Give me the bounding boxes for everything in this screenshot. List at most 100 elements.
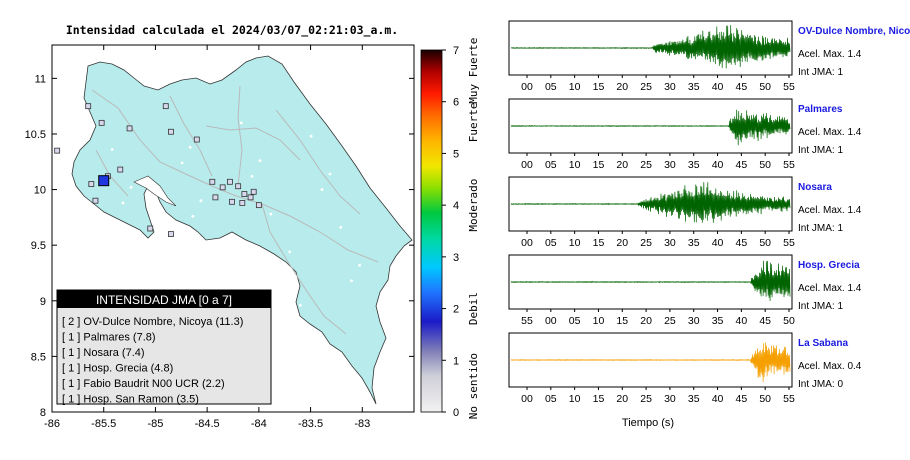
station-marker: [229, 198, 235, 205]
station-marker: [250, 188, 257, 195]
seismogram-tick-label: 50: [783, 315, 795, 327]
seismogram-trace: [510, 260, 791, 302]
seismogram-tick-label: 50: [759, 393, 771, 405]
x-tick-label: -85: [147, 418, 163, 430]
legend-header-bar: [57, 290, 271, 308]
town-dot: [129, 185, 133, 189]
station-name: Nosara: [798, 182, 832, 193]
seismogram-tick-label: 00: [521, 393, 533, 405]
town-dot: [110, 148, 114, 151]
station-accel: Acel. Max. 1.4: [798, 283, 862, 294]
seismogram-tick-label: 55: [783, 237, 795, 249]
station-marker: [247, 194, 254, 201]
station-marker: [241, 191, 248, 197]
seismogram-tick-label: 35: [688, 159, 700, 171]
town-dot: [320, 188, 324, 191]
station-intensity: Int JMA: 0: [798, 379, 843, 390]
station-intensity: Int JMA: 1: [798, 67, 843, 78]
station-name: La Sabana: [798, 338, 848, 349]
seismogram-tick-label: 30: [664, 159, 676, 171]
legend-row: [ 1 ] Hosp. Grecia (4.8): [62, 363, 173, 375]
seismogram-tick-label: 30: [664, 237, 676, 249]
seismogram-tick-label: 10: [569, 159, 581, 171]
seismogram-tick-label: 20: [616, 159, 628, 171]
x-tick-label: -83: [354, 418, 370, 430]
town-dot: [159, 277, 163, 280]
town-dot: [180, 161, 184, 165]
seismogram-tick-label: 20: [616, 237, 628, 249]
station-marker: [255, 202, 262, 209]
seismogram-tick-label: 20: [616, 393, 628, 405]
seismogram-tick-label: 30: [664, 393, 676, 405]
seismogram-tick-label: 55: [783, 393, 795, 405]
station-marker: [168, 128, 174, 135]
map-x-ticks: -86 -85.5 -85 -84.5 -84 -83.5 -83: [44, 45, 370, 430]
town-dot: [309, 134, 313, 138]
town-dot: [250, 174, 254, 178]
station-marker: [168, 231, 174, 237]
station-marker: [147, 225, 154, 232]
town-dot: [199, 199, 203, 203]
road: [237, 85, 243, 187]
colorbar-label: No sentido: [467, 353, 480, 419]
seismogram-tick-label: 05: [545, 81, 557, 93]
seismogram-tick-label: 50: [759, 237, 771, 249]
station-marker: [226, 178, 233, 185]
colorbar-tick-label: 7: [453, 45, 459, 57]
seismogram-panel: 55 00 05 10 15 20 25 30 35 40 45 50 Hosp. Grecia Acel…: [508, 254, 862, 327]
station-marker: [219, 184, 226, 191]
seismogram-tick-label: 25: [640, 237, 652, 249]
station-marker: [235, 183, 242, 190]
station-marker: [162, 103, 169, 110]
station-marker: [88, 181, 95, 187]
seismogram-tick-label: 35: [688, 81, 700, 93]
seismogram-tick-label: 45: [736, 81, 748, 93]
seismogram-tick-label: 20: [616, 81, 628, 93]
seismogram-tick-label: 55: [783, 159, 795, 171]
x-tick-label: -86: [44, 418, 60, 430]
seismogram-tick-label: 45: [736, 393, 748, 405]
y-tick-label: 11: [35, 73, 46, 85]
legend-row: [ 1 ] Fabio Baudrit N00 UCR (2.2): [62, 378, 225, 390]
seismogram-trace: [510, 182, 791, 223]
seismogram-tick-label: 35: [688, 393, 700, 405]
colorbar-label: Debil: [467, 292, 480, 325]
seismogram-tick-label: 30: [664, 81, 676, 93]
seismogram-tick-label: 15: [593, 159, 605, 171]
station-name: OV-Dulce Nombre, Nicoya: [798, 26, 910, 37]
seismogram-tick-label: 25: [664, 315, 676, 327]
seismogram-tick-label: 10: [569, 81, 581, 93]
town-dot: [188, 145, 192, 149]
station-intensity: Int JMA: 1: [798, 223, 843, 234]
station-accel: Acel. Max. 1.4: [798, 127, 862, 138]
colorbar-tick-label: 0: [453, 407, 459, 419]
seismogram-tick-label: 40: [712, 237, 724, 249]
seismogram-xlabel: Tiempo (s): [622, 417, 674, 429]
seismogram-tick-label: 55: [521, 315, 533, 327]
y-tick-label: 9: [40, 296, 46, 308]
road: [205, 125, 301, 161]
y-tick-label: 10: [34, 185, 46, 197]
colorbar-label: Moderado: [467, 179, 480, 232]
station-accel: Acel. Max. 1.4: [798, 49, 862, 60]
colorbar-label: Muy Fuerte: [467, 38, 480, 104]
road: [91, 89, 379, 263]
town-dot: [358, 263, 361, 267]
town-dot: [140, 239, 144, 243]
road: [261, 203, 347, 335]
colorbar-label: Fuerte: [467, 103, 480, 143]
seismogram-tick-label: 35: [712, 315, 724, 327]
legend-row: [ 2 ] OV-Dulce Nombre, Nicoya (11.3): [62, 316, 243, 328]
colorbar-tick-label: 2: [453, 304, 459, 316]
epicenter-marker: [98, 175, 110, 187]
seismogram-tick-label: 25: [640, 393, 652, 405]
seismogram-panels: 00 05 10 15 20 25 30 35 40 45 50 55 OV-Dulce Nombre,…: [508, 20, 910, 405]
seismogram-panel: 00 05 10 15 20 25 30 35 40 45 50 55 La Sabana Acel. M…: [508, 332, 862, 405]
colorbar-gradient: [420, 49, 443, 413]
legend-row: [ 1 ] Palmares (7.8): [62, 332, 156, 344]
seismogram-tick-label: 25: [640, 81, 652, 93]
seismogram-panel: 00 05 10 15 20 25 30 35 40 45 50 55 OV-Dulce Nombre,…: [508, 20, 910, 93]
y-tick-label: 9.5: [31, 240, 46, 252]
